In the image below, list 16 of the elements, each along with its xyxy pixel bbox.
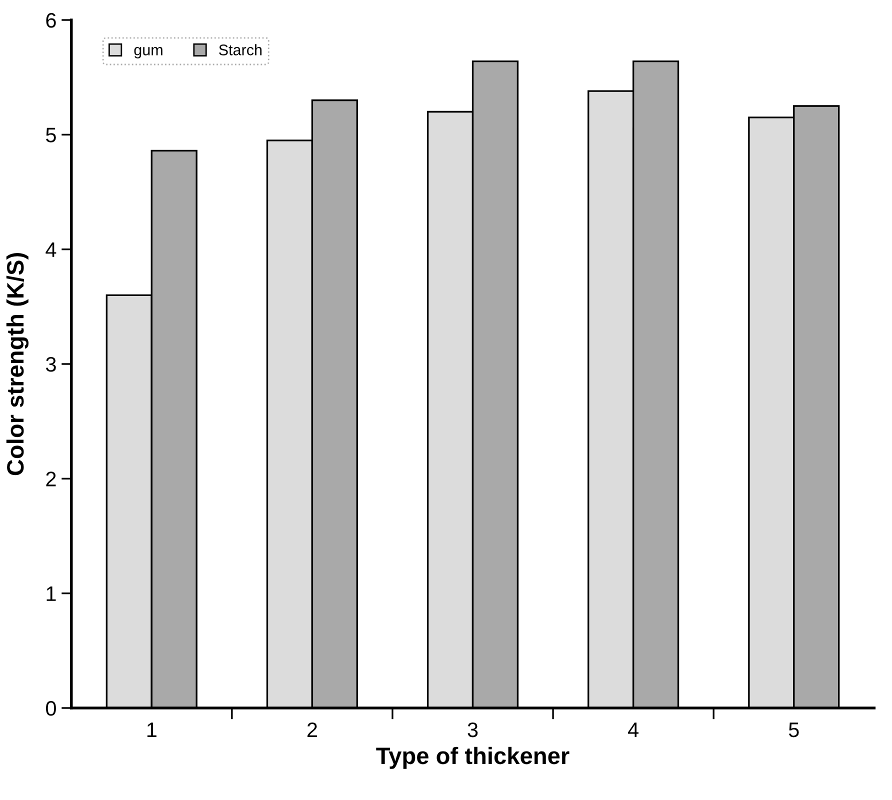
x-axis-title: Type of thickener xyxy=(376,746,570,769)
y-tick-label: 1 xyxy=(46,586,56,601)
legend-label: Starch xyxy=(219,44,262,56)
y-tick-label: 3 xyxy=(46,357,56,372)
y-axis-title: Color strength (K/S) xyxy=(6,253,29,476)
y-tick-label: 5 xyxy=(46,128,56,142)
y-tick-label: 4 xyxy=(46,242,56,257)
x-tick-label: 2 xyxy=(307,722,317,737)
x-tick-label: 1 xyxy=(147,722,156,737)
x-tick-label: 4 xyxy=(628,722,639,737)
y-tick-label: 0 xyxy=(46,701,56,716)
y-tick-label: 2 xyxy=(46,472,56,486)
y-tick-label: 6 xyxy=(46,13,56,28)
legend-label: gum xyxy=(134,47,162,58)
x-tick-label: 3 xyxy=(468,722,478,738)
x-tick-label: 5 xyxy=(788,722,799,738)
